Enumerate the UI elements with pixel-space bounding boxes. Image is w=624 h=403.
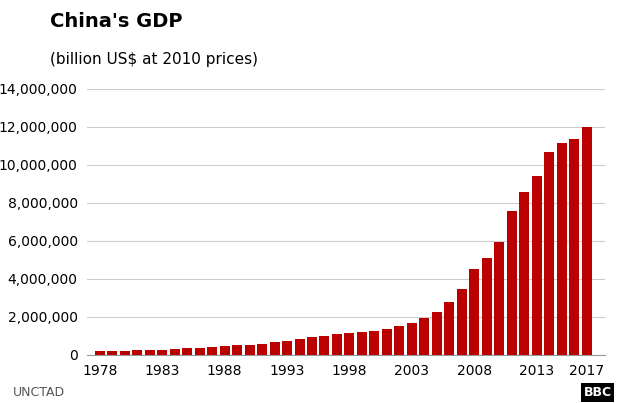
Bar [344,333,354,355]
Bar [295,339,305,355]
Bar [232,345,242,355]
Text: (billion US$ at 2010 prices): (billion US$ at 2010 prices) [50,52,258,67]
Bar [557,143,567,355]
Bar [319,336,329,355]
Bar [519,192,529,355]
Bar [544,152,554,355]
Bar [220,346,230,355]
Bar [369,331,379,355]
Bar [270,343,280,355]
Bar [582,127,592,355]
Bar [432,312,442,355]
Bar [457,289,467,355]
Bar [332,334,342,355]
Text: BBC: BBC [583,386,612,399]
Bar [307,337,317,355]
Bar [95,351,105,355]
Bar [532,177,542,355]
Bar [507,211,517,355]
Bar [569,139,579,355]
Bar [257,344,267,355]
Bar [394,326,404,355]
Bar [357,332,367,355]
Bar [444,302,454,355]
Bar [482,258,492,355]
Bar [145,350,155,355]
Bar [245,345,255,355]
Text: China's GDP: China's GDP [50,12,182,31]
Bar [182,348,192,355]
Bar [469,269,479,355]
Bar [107,351,117,355]
Bar [282,341,292,355]
Bar [207,347,217,355]
Bar [419,318,429,355]
Bar [170,349,180,355]
Bar [132,351,142,355]
Bar [407,323,417,355]
Bar [382,329,392,355]
Bar [120,351,130,355]
Bar [157,350,167,355]
Bar [195,348,205,355]
Text: UNCTAD: UNCTAD [12,386,65,399]
Bar [494,242,504,355]
